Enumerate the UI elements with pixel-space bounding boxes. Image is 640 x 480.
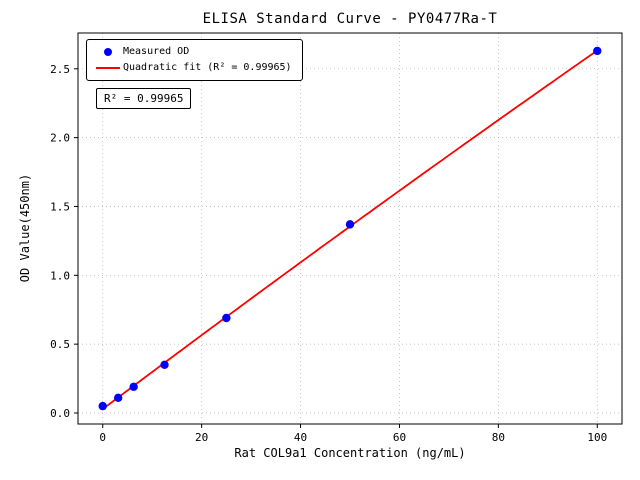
gridlines	[78, 33, 622, 424]
legend-item-quadratic-fit: Quadratic fit (R² = 0.99965)	[93, 62, 292, 74]
svg-text:1.5: 1.5	[50, 200, 70, 213]
data-point	[113, 393, 123, 403]
svg-text:80: 80	[492, 431, 505, 444]
axes-spines	[77, 32, 623, 425]
svg-text:20: 20	[195, 431, 208, 444]
legend-label-quadratic-fit: Quadratic fit (R² = 0.99965)	[123, 62, 292, 73]
svg-text:0.5: 0.5	[50, 338, 70, 351]
svg-text:1.0: 1.0	[50, 269, 70, 282]
svg-text:0: 0	[99, 431, 106, 444]
scatter-points	[98, 46, 602, 411]
quadratic-fit-line-icon	[96, 67, 120, 69]
measured-od-marker-icon	[104, 48, 112, 56]
svg-text:40: 40	[294, 431, 307, 444]
legend-swatch-wrap	[93, 67, 123, 69]
data-point	[222, 313, 231, 323]
data-point	[345, 220, 355, 229]
y-axis-label: OD Value(450nm)	[18, 173, 32, 283]
chart-title: ELISA Standard Curve - PY0477Ra-T	[202, 11, 498, 27]
x-axis-label: Rat COL9a1 Concentration (ng/mL)	[234, 446, 466, 460]
x-tick-labels: 0 20 40 60 80 100	[99, 424, 607, 444]
data-point	[593, 46, 602, 56]
legend-label-measured-od: Measured OD	[123, 46, 190, 57]
y-tick-labels: 0.0 0.5 1.0 1.5 2.0 2.5	[50, 63, 78, 420]
svg-text:100: 100	[587, 431, 607, 444]
svg-text:2.5: 2.5	[50, 63, 70, 76]
legend-swatch-wrap	[93, 48, 123, 56]
r-squared-annotation: R² = 0.99965	[96, 88, 192, 109]
svg-text:2.0: 2.0	[50, 132, 70, 145]
svg-text:0.0: 0.0	[50, 407, 70, 420]
data-point	[129, 382, 138, 392]
svg-text:60: 60	[393, 431, 406, 444]
data-point	[160, 360, 169, 369]
legend: Measured OD Quadratic fit (R² = 0.99965)	[86, 39, 303, 81]
legend-item-measured-od: Measured OD	[93, 46, 292, 58]
data-point	[98, 401, 107, 411]
